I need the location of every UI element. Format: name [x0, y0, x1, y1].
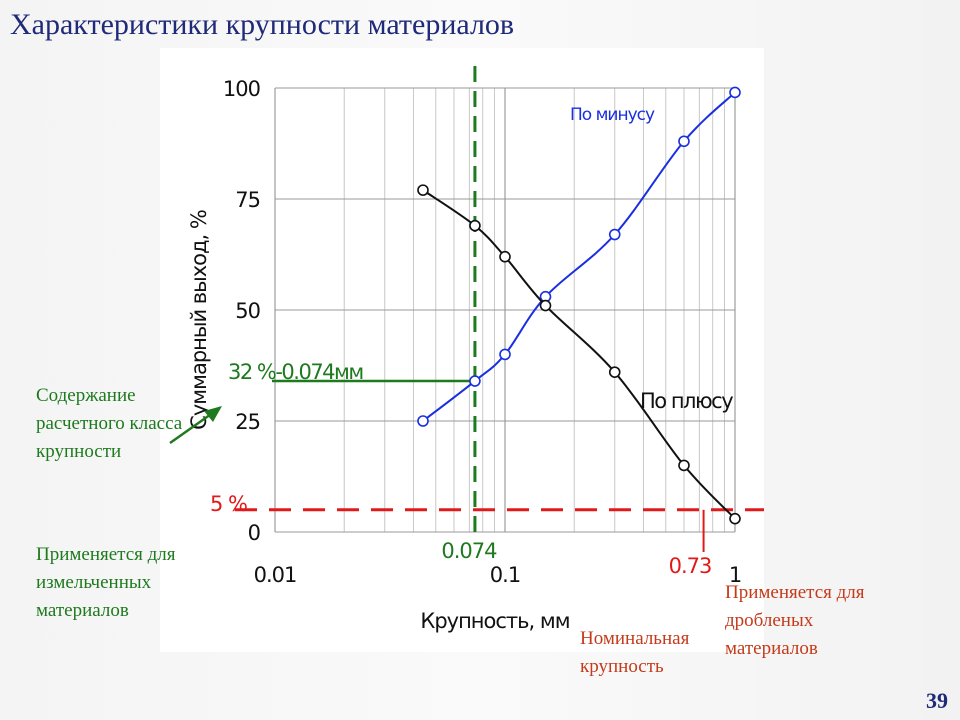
- y-axis-label: Суммарный выход, %: [187, 210, 211, 430]
- data-point: [729, 86, 741, 99]
- data-point: [469, 375, 481, 387]
- data-point: [608, 228, 621, 241]
- x-tick-label: 1: [729, 563, 741, 587]
- series-label-minus: По минусу: [570, 105, 655, 125]
- chart-annotations: По минусу По плюсу 32 %-0.074мм 5 % 0.074 0.7…: [210, 105, 735, 578]
- x-axis-label: Крупность, мм: [420, 609, 569, 633]
- data-point: [608, 366, 621, 378]
- content-class-value-label: 32 %-0.074мм: [228, 360, 363, 384]
- nominal-size-label: 0.73: [669, 554, 712, 578]
- data-point: [417, 415, 429, 427]
- chart-series: [417, 86, 741, 525]
- data-point: [539, 299, 552, 312]
- x-tick-label: 0.1: [490, 563, 520, 587]
- y-tick-label: 50: [235, 299, 260, 323]
- reference-lines: [235, 66, 764, 552]
- y-tick-label: 100: [223, 77, 260, 101]
- slide-title: Характеристики крупности материалов: [10, 8, 515, 41]
- crushed-materials-note: Применяется для дробленых материалов: [725, 582, 865, 659]
- page-number: 39: [926, 688, 948, 713]
- y-tick-labels: 0 25 50 75 100: [223, 77, 261, 545]
- vline-label: 0.074: [441, 539, 497, 563]
- data-point: [678, 459, 690, 472]
- data-point: [499, 250, 511, 263]
- x-tick-labels: 0.01 0.1 1: [254, 563, 743, 587]
- x-tick-label: 0.01: [254, 563, 297, 587]
- data-point: [729, 512, 741, 525]
- data-point: [417, 184, 429, 196]
- y-tick-label: 0: [248, 521, 260, 545]
- data-point: [678, 135, 690, 148]
- content-class-note: Содержание расчетного класса крупности: [36, 385, 183, 462]
- y-tick-label: 25: [235, 410, 260, 434]
- data-point: [499, 348, 511, 361]
- series-label-plus: По плюсу: [640, 389, 733, 413]
- nominal-size-note: Номинальная крупность: [580, 628, 690, 677]
- grain-size-chart: 0 25 50 75 100 0.01 0.1 1 Суммарный выход, % К…: [187, 66, 764, 633]
- hline-label: 5 %: [210, 492, 247, 516]
- chart-grid: [274, 87, 736, 533]
- milled-materials-note: Применяется для измельченных материалов: [36, 544, 176, 621]
- data-point: [469, 219, 481, 232]
- y-tick-label: 75: [235, 188, 260, 212]
- chart-panel: 0 25 50 75 100 0.01 0.1 1 Суммарный выход, % К…: [160, 48, 764, 652]
